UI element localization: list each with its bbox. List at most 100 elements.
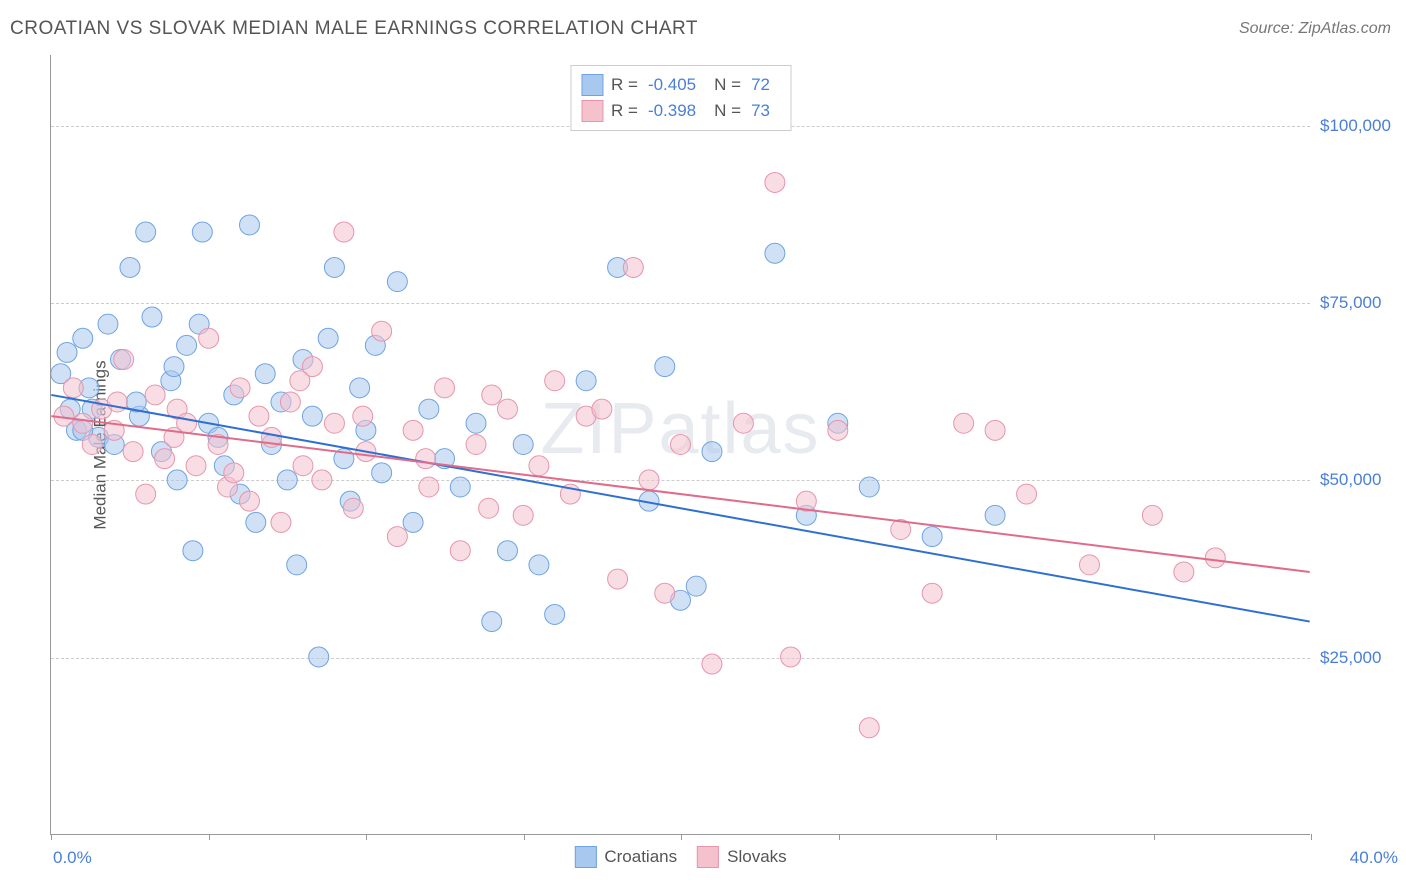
data-point: [450, 477, 470, 497]
data-point: [280, 392, 300, 412]
data-point: [608, 569, 628, 589]
data-point: [1142, 505, 1162, 525]
data-point: [177, 335, 197, 355]
data-point: [343, 498, 363, 518]
data-point: [419, 399, 439, 419]
data-point: [63, 378, 83, 398]
data-point: [167, 470, 187, 490]
data-point: [353, 406, 373, 426]
data-point: [372, 321, 392, 341]
data-point: [416, 449, 436, 469]
data-point: [387, 527, 407, 547]
legend-item-slovaks: Slovaks: [697, 846, 787, 868]
chart-title: CROATIAN VS SLOVAK MEDIAN MALE EARNINGS …: [10, 18, 698, 40]
data-point: [479, 498, 499, 518]
data-point: [482, 612, 502, 632]
data-point: [224, 463, 244, 483]
data-point: [513, 505, 533, 525]
data-point: [497, 399, 517, 419]
data-point: [859, 477, 879, 497]
x-tick: [524, 834, 525, 840]
data-point: [733, 413, 753, 433]
correlation-legend: R = -0.405 N = 72 R = -0.398 N = 73: [570, 65, 791, 131]
data-point: [592, 399, 612, 419]
x-tick: [51, 834, 52, 840]
n-value-croatians: 72: [751, 75, 770, 95]
data-point: [293, 456, 313, 476]
data-point: [1174, 562, 1194, 582]
data-point: [954, 413, 974, 433]
data-point: [287, 555, 307, 575]
data-point: [186, 456, 206, 476]
data-point: [142, 307, 162, 327]
data-point: [781, 647, 801, 667]
data-point: [98, 314, 118, 334]
data-point: [435, 378, 455, 398]
data-point: [765, 172, 785, 192]
data-point: [199, 328, 219, 348]
x-tick: [681, 834, 682, 840]
legend-item-croatians: Croatians: [574, 846, 677, 868]
swatch-slovaks-icon: [697, 846, 719, 868]
scatter-svg: [51, 55, 1310, 834]
chart-container: CROATIAN VS SLOVAK MEDIAN MALE EARNINGS …: [0, 0, 1406, 892]
data-point: [419, 477, 439, 497]
data-point: [922, 527, 942, 547]
x-axis-max-label: 40.0%: [1350, 848, 1398, 868]
data-point: [403, 420, 423, 440]
data-point: [466, 413, 486, 433]
legend-label-slovaks: Slovaks: [727, 847, 787, 867]
data-point: [372, 463, 392, 483]
data-point: [277, 470, 297, 490]
data-point: [513, 435, 533, 455]
y-tick-label: $25,000: [1320, 648, 1400, 668]
x-tick: [209, 834, 210, 840]
data-point: [671, 435, 691, 455]
data-point: [765, 243, 785, 263]
data-point: [623, 257, 643, 277]
data-point: [324, 257, 344, 277]
data-point: [828, 420, 848, 440]
x-tick: [1311, 834, 1312, 840]
data-point: [639, 470, 659, 490]
data-point: [655, 583, 675, 603]
data-point: [482, 385, 502, 405]
data-point: [114, 350, 134, 370]
data-point: [164, 357, 184, 377]
data-point: [290, 371, 310, 391]
data-point: [529, 555, 549, 575]
data-point: [545, 371, 565, 391]
data-point: [240, 215, 260, 235]
data-point: [312, 470, 332, 490]
data-point: [497, 541, 517, 561]
data-point: [529, 456, 549, 476]
swatch-croatians-icon: [574, 846, 596, 868]
swatch-croatians-icon: [581, 74, 603, 96]
x-tick: [839, 834, 840, 840]
y-tick-label: $50,000: [1320, 470, 1400, 490]
data-point: [334, 222, 354, 242]
plot-area: Median Male Earnings ZIPatlas R = -0.405…: [50, 55, 1310, 835]
data-point: [576, 371, 596, 391]
data-point: [73, 413, 93, 433]
data-point: [985, 505, 1005, 525]
data-point: [922, 583, 942, 603]
n-value-slovaks: 73: [751, 101, 770, 121]
data-point: [318, 328, 338, 348]
data-point: [192, 222, 212, 242]
data-point: [466, 435, 486, 455]
data-point: [155, 449, 175, 469]
r-value-slovaks: -0.398: [648, 101, 696, 121]
y-tick-label: $75,000: [1320, 293, 1400, 313]
data-point: [324, 413, 344, 433]
legend-row-slovaks: R = -0.398 N = 73: [581, 98, 780, 124]
x-axis-min-label: 0.0%: [53, 848, 92, 868]
series-legend: Croatians Slovaks: [574, 846, 786, 868]
data-point: [136, 222, 156, 242]
swatch-slovaks-icon: [581, 100, 603, 122]
data-point: [246, 512, 266, 532]
source-attribution: Source: ZipAtlas.com: [1239, 20, 1391, 38]
data-point: [702, 442, 722, 462]
y-tick-label: $100,000: [1320, 116, 1400, 136]
data-point: [183, 541, 203, 561]
